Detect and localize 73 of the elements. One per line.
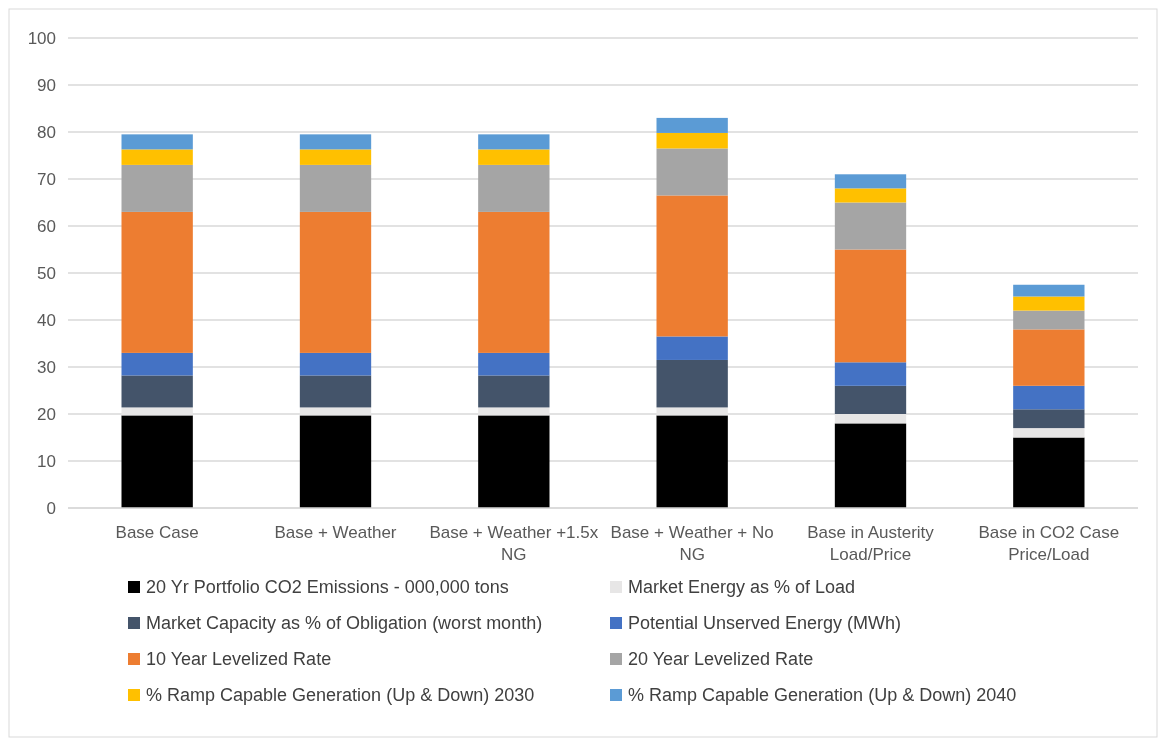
bar <box>834 423 907 508</box>
bar <box>834 202 907 250</box>
x-tick-label: Base + Weather + No NG <box>610 523 774 564</box>
legend-label: 10 Year Levelized Rate <box>146 649 332 669</box>
bar <box>299 134 372 150</box>
bar <box>478 211 550 353</box>
bar <box>1013 409 1085 429</box>
x-tick-label: Base in CO2 Case Price/Load <box>978 523 1120 564</box>
bar <box>299 211 372 353</box>
bar <box>121 134 193 150</box>
bar <box>299 352 372 376</box>
y-tick-label: 30 <box>37 357 56 377</box>
bar <box>478 352 550 376</box>
bar <box>834 249 907 363</box>
x-tick-label: Base in Austerity Load/Price <box>807 523 935 564</box>
bar <box>478 149 550 165</box>
bar <box>121 415 193 508</box>
bar <box>656 336 728 360</box>
bar <box>656 407 728 416</box>
bar <box>121 352 193 376</box>
y-tick-label: 70 <box>37 169 56 189</box>
bar <box>834 385 907 414</box>
bar <box>834 362 907 386</box>
y-tick-label: 20 <box>37 404 56 424</box>
x-tick-label: Base + Weather +1.5x NG <box>429 523 599 564</box>
y-tick-label: 60 <box>37 216 56 236</box>
y-tick-label: 100 <box>27 28 56 48</box>
bar <box>121 149 193 165</box>
bar <box>1013 296 1085 311</box>
legend-label: Market Capacity as % of Obligation (worst month) <box>146 613 543 633</box>
bar <box>1013 329 1085 386</box>
bar <box>478 134 550 150</box>
bar <box>834 414 907 424</box>
bar <box>478 375 550 408</box>
bar <box>299 375 372 408</box>
legend-label: 20 Year Levelized Rate <box>628 649 814 669</box>
bar <box>656 359 728 408</box>
bar <box>1013 385 1085 410</box>
bar <box>121 407 193 416</box>
y-tick-label: 0 <box>46 498 56 518</box>
bar <box>834 174 907 189</box>
bar <box>478 415 550 508</box>
bar <box>299 164 372 212</box>
bar <box>1013 437 1085 508</box>
bar <box>1013 428 1085 438</box>
bar <box>656 148 728 196</box>
bar <box>299 415 372 508</box>
bar <box>299 407 372 416</box>
bar <box>478 407 550 416</box>
bar <box>121 211 193 353</box>
y-tick-label: 50 <box>37 263 56 283</box>
y-tick-label: 80 <box>37 122 56 142</box>
bar <box>299 149 372 165</box>
y-tick-label: 40 <box>37 310 56 330</box>
bar <box>656 415 728 508</box>
y-tick-label: 10 <box>37 451 56 471</box>
legend-label: Market Energy as % of Load <box>628 577 856 597</box>
bar <box>834 188 907 203</box>
bar <box>121 164 193 212</box>
y-tick-label: 90 <box>37 75 56 95</box>
bar <box>1013 284 1085 297</box>
legend-label: % Ramp Capable Generation (Up & Down) 2040 <box>628 685 1017 705</box>
bar <box>1013 310 1085 330</box>
bar <box>478 164 550 212</box>
bar <box>656 117 728 133</box>
x-tick-label: Base Case <box>115 523 199 542</box>
legend-label: 20 Yr Portfolio CO2 Emissions - 000,000 tons <box>146 577 509 597</box>
bar <box>121 375 193 408</box>
legend-label: % Ramp Capable Generation (Up & Down) 2030 <box>146 685 535 705</box>
x-tick-label: Base + Weather <box>274 523 397 542</box>
legend-label: Potential Unserved Energy (MWh) <box>628 613 902 633</box>
bar <box>656 195 728 337</box>
bar <box>656 132 728 149</box>
